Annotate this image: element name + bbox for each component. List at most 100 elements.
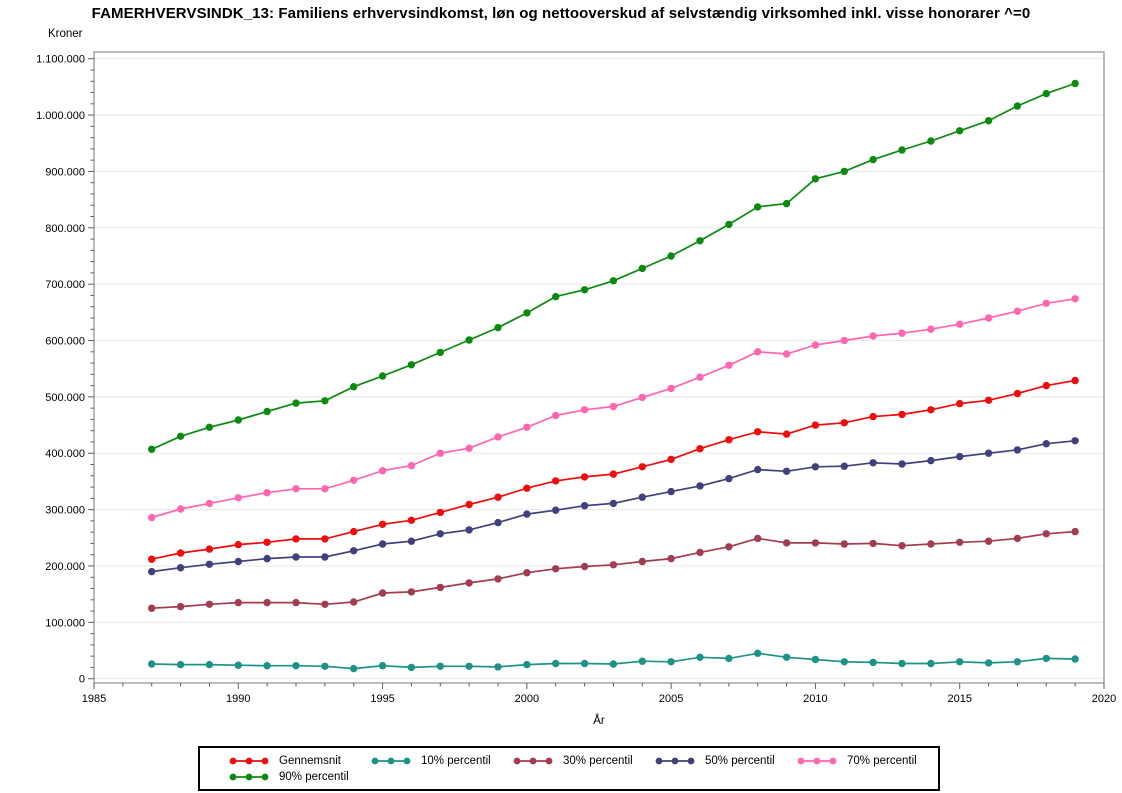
data-point-marker: [436, 508, 444, 517]
data-point-marker: [552, 506, 560, 514]
data-point-marker: [782, 467, 791, 475]
legend-label: 50% percentil: [705, 755, 775, 767]
data-point-marker: [811, 539, 820, 547]
data-point-marker: [869, 332, 877, 340]
series-50-percentil: [148, 437, 1079, 576]
x-axis-title: År: [593, 715, 605, 727]
legend-label: 90% percentil: [279, 771, 349, 783]
data-point-marker: [696, 653, 704, 661]
data-point-marker: [234, 598, 242, 607]
svg-text:2010: 2010: [803, 693, 827, 705]
data-point-marker: [378, 589, 387, 597]
data-point-marker: [754, 649, 762, 657]
svg-text:1985: 1985: [82, 693, 106, 705]
data-point-marker: [465, 526, 473, 534]
data-point-marker: [754, 428, 762, 436]
data-point-marker: [552, 659, 560, 668]
data-point-marker: [465, 662, 473, 670]
data-point-marker: [1071, 79, 1079, 88]
legend-item-10-percentil: 10% percentil: [368, 753, 510, 769]
svg-text:0: 0: [79, 674, 85, 686]
data-point-marker: [754, 465, 762, 474]
data-point-marker: [811, 175, 820, 183]
data-point-marker: [696, 548, 704, 557]
data-point-marker: [205, 423, 214, 431]
legend-item-gennemsnit: Gennemsnit: [226, 753, 368, 769]
svg-text:900.000: 900.000: [45, 166, 85, 178]
data-point-marker: [263, 538, 271, 546]
data-point-marker: [927, 325, 935, 333]
data-point-marker: [580, 659, 589, 668]
data-point-marker: [234, 540, 242, 549]
data-point-marker: [205, 660, 214, 669]
data-point-marker: [609, 660, 618, 668]
data-point-marker: [638, 463, 646, 471]
legend-marker-icon: [797, 757, 837, 765]
data-point-marker: [494, 493, 502, 501]
data-point-marker: [609, 277, 618, 285]
data-point-marker: [176, 432, 185, 440]
data-point-marker: [205, 600, 214, 608]
data-point-marker: [494, 575, 502, 583]
data-point-marker: [263, 489, 271, 497]
data-point-marker: [465, 500, 473, 509]
svg-text:2000: 2000: [515, 693, 539, 705]
legend-item-90-percentil: 90% percentil: [226, 769, 368, 785]
data-point-marker: [869, 539, 877, 548]
data-point-marker: [580, 562, 589, 571]
data-point-marker: [754, 534, 762, 543]
legend-marker-icon: [371, 757, 411, 765]
data-point-marker: [292, 485, 300, 493]
data-point-marker: [782, 430, 791, 438]
data-point-marker: [927, 540, 935, 548]
data-point-marker: [754, 348, 762, 356]
data-point-marker: [1071, 437, 1079, 445]
data-point-marker: [956, 399, 964, 408]
data-point-marker: [580, 502, 589, 510]
data-point-marker: [321, 397, 329, 405]
data-point-marker: [234, 557, 242, 566]
data-point-marker: [811, 655, 820, 664]
data-point-marker: [984, 396, 993, 404]
data-point-marker: [869, 459, 877, 467]
data-point-marker: [782, 653, 791, 661]
data-point-marker: [494, 663, 502, 671]
data-point-marker: [1013, 102, 1022, 110]
data-point-marker: [407, 588, 416, 596]
data-point-marker: [927, 406, 935, 414]
svg-text:200.000: 200.000: [45, 561, 85, 573]
data-point-marker: [725, 543, 733, 551]
legend-label: 30% percentil: [563, 755, 633, 767]
data-point-marker: [667, 658, 675, 666]
data-point-marker: [148, 555, 156, 563]
series-90-percentil: [148, 79, 1079, 453]
data-point-marker: [263, 407, 271, 416]
data-point-marker: [840, 419, 848, 427]
legend-label: 10% percentil: [421, 755, 491, 767]
data-point-marker: [436, 583, 444, 592]
data-point-marker: [1042, 440, 1051, 448]
data-point-marker: [754, 203, 762, 211]
data-point-marker: [552, 411, 560, 420]
data-point-marker: [696, 373, 704, 381]
data-point-marker: [148, 604, 156, 612]
legend-marker-icon: [229, 757, 269, 765]
data-point-marker: [407, 516, 416, 524]
data-point-marker: [523, 510, 531, 518]
data-point-marker: [407, 361, 416, 369]
data-point-marker: [1013, 658, 1022, 666]
data-point-marker: [840, 167, 848, 176]
data-point-marker: [869, 412, 877, 421]
data-point-marker: [350, 476, 358, 484]
data-point-marker: [1042, 89, 1051, 98]
data-point-marker: [927, 137, 935, 145]
data-point-marker: [263, 598, 271, 607]
data-point-marker: [1013, 446, 1022, 454]
data-point-marker: [205, 499, 214, 508]
data-point-marker: [378, 372, 387, 380]
series-70-percentil: [148, 295, 1079, 522]
data-point-marker: [436, 662, 444, 670]
data-point-marker: [725, 474, 733, 483]
svg-text:2005: 2005: [659, 693, 683, 705]
data-point-marker: [176, 564, 185, 572]
